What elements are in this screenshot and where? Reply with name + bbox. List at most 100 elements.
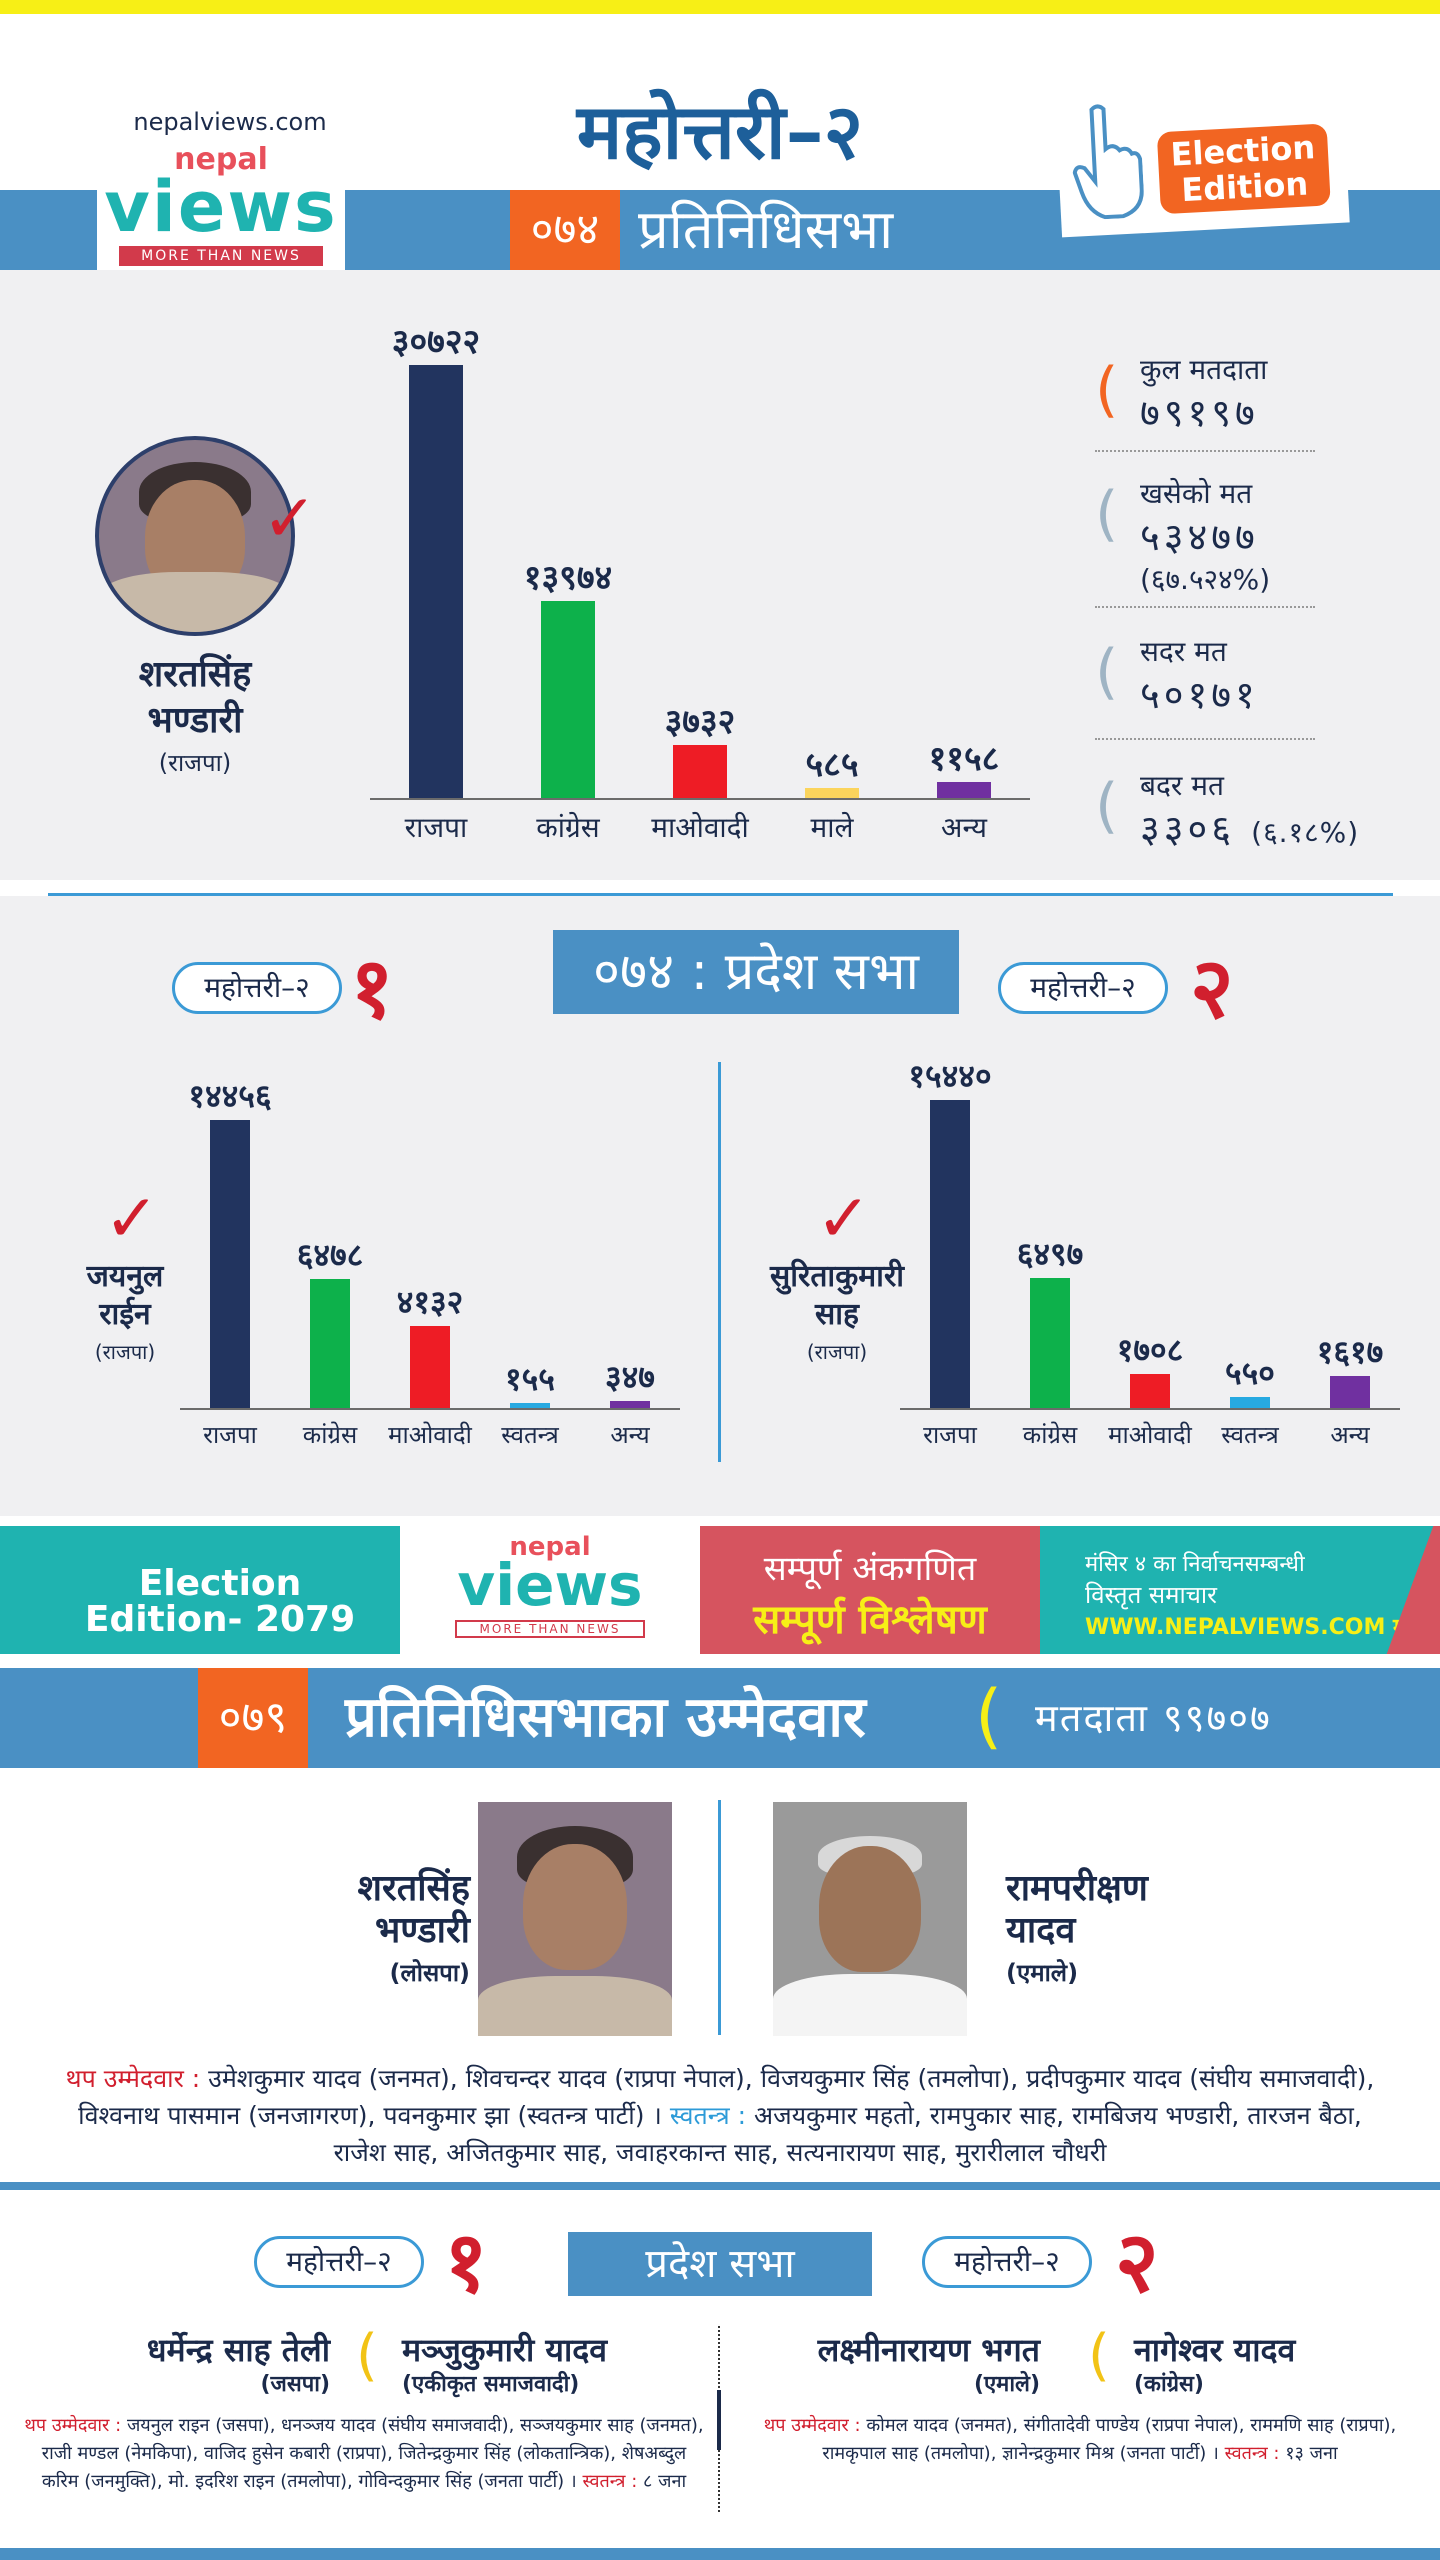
chart-category-label: अन्य bbox=[941, 811, 987, 844]
chart-category-label: कांग्रेस bbox=[302, 1421, 358, 1449]
cand-079-left-party: (लोसपा) bbox=[389, 1959, 471, 1987]
chart-value-label: ३०७२२ bbox=[391, 322, 481, 362]
chart-value-label: ६४७८ bbox=[296, 1235, 364, 1274]
chart-bar bbox=[1030, 1278, 1070, 1408]
chart-bar bbox=[937, 781, 991, 798]
stat-value: ५०१७१ bbox=[1140, 673, 1259, 717]
winner-name: शरतसिंह भण्डारी bbox=[90, 652, 300, 744]
chart-category-label: स्वतन्त्र bbox=[1221, 1421, 1279, 1449]
chart-bar bbox=[409, 365, 463, 798]
stat-label: सदर मत bbox=[1140, 635, 1227, 668]
independent-label: स्वतन्त्र : bbox=[1224, 2443, 1280, 2464]
prov-winner-1-line1: जयनुल bbox=[86, 1259, 164, 1294]
prov-winner-1: जयनुल राईन bbox=[50, 1258, 200, 1334]
prov-winner-1-party: (राजपा) bbox=[94, 1340, 156, 1364]
promo-website-link[interactable]: WWW.NEPALVIEWS.COM मा bbox=[1085, 1615, 1412, 1640]
chart-axis bbox=[370, 798, 1030, 800]
chart-bar bbox=[1330, 1375, 1370, 1408]
chart-value-label: १६१७ bbox=[1316, 1332, 1384, 1371]
promo-right-text: मंसिर ४ का निर्वाचनसम्बन्धी विस्तृत समाच… bbox=[1085, 1548, 1415, 1641]
prov-winner-2-line1: सुरिताकुमारी bbox=[770, 1259, 904, 1294]
stat-paren-icon: ( bbox=[1095, 771, 1119, 841]
chart-value-label: ५८५ bbox=[805, 745, 859, 785]
promo-banner[interactable]: Election Edition- 2079 nepal views MORE … bbox=[0, 1526, 1440, 1654]
chart-bar bbox=[1230, 1397, 1270, 1408]
cand-079-right-name: रामपरीक्षण यादव (एमाले) bbox=[1006, 1868, 1226, 1994]
chart-bar bbox=[805, 788, 859, 798]
chart-bar bbox=[610, 1401, 650, 1408]
winner-party: (राजपा) bbox=[158, 749, 232, 777]
chart-value-label: ४१३२ bbox=[396, 1282, 464, 1321]
constituency-pill-1: महोत्तरी–२ bbox=[172, 962, 342, 1014]
cand-079-right-line2: यादव bbox=[1006, 1910, 1076, 1951]
prov-079-r-cand2-party: (कांग्रेस) bbox=[1134, 2372, 1204, 2397]
winner-photo-sharatsingh bbox=[95, 436, 295, 636]
paren-icon: ( bbox=[975, 1675, 1003, 1757]
constituency-number-2: २ bbox=[1190, 939, 1234, 1037]
promo-right-line2: विस्तृत समाचार bbox=[1085, 1581, 1217, 1609]
chart-category-label: माओवादी bbox=[388, 1421, 472, 1449]
cand-079-extra-list: थप उम्मेदवार : उमेशकुमार यादव (जनमत), शि… bbox=[60, 2060, 1380, 2171]
extra-text: जयनुल राइन (जसपा), धनञ्जय यादव (संघीय सम… bbox=[41, 2415, 704, 2492]
chart-value-label: १३९७४ bbox=[523, 558, 613, 599]
extra-text: उमेशकुमार यादव (जनमत), शिवचन्दर यादव (रा… bbox=[78, 2064, 1375, 2130]
chart-category-label: राजपा bbox=[203, 1421, 257, 1449]
stat-paren-icon: ( bbox=[1095, 479, 1119, 549]
promo-logo-tagline: MORE THAN NEWS bbox=[455, 1620, 645, 1638]
chart-category-label: माले bbox=[810, 811, 854, 844]
prov-079-l-cand1-party: (जसपा) bbox=[260, 2372, 331, 2397]
house-label: प्रतिनिधिसभा bbox=[638, 198, 894, 261]
prov-winner-2-line2: साह bbox=[815, 1297, 859, 1332]
constituency-number-1: १ bbox=[350, 939, 394, 1037]
nepalviews-logo[interactable]: nepal views MORE THAN NEWS bbox=[97, 142, 345, 272]
stat-label: कुल मतदाता bbox=[1140, 353, 1268, 386]
chart-category-label: कांग्रेस bbox=[1022, 1421, 1078, 1449]
winner-name-line1: शरतसिंह bbox=[138, 654, 252, 695]
promo-logo: nepal views MORE THAN NEWS bbox=[400, 1526, 700, 1654]
election-edition-card: Election Edition bbox=[1054, 72, 1350, 238]
page-title: महोत्तरी–२ bbox=[576, 87, 864, 176]
chart-bar bbox=[210, 1119, 250, 1408]
stat-value-main: ३३०६ bbox=[1140, 807, 1236, 851]
promo-line1: सम्पूर्ण अंकगणित bbox=[763, 1549, 977, 1589]
prov-079-divider-accent bbox=[717, 2390, 721, 2450]
site-url[interactable]: nepalviews.com bbox=[133, 108, 327, 136]
prov-winner-2: सुरिताकुमारी साह bbox=[742, 1258, 932, 1334]
chart-category-label: अन्य bbox=[610, 1421, 650, 1449]
prov-079-pill-1: महोत्तरी–२ bbox=[254, 2236, 424, 2288]
prov-079-l-extra: थप उम्मेदवार : जयनुल राइन (जसपा), धनञ्जय… bbox=[24, 2412, 704, 2496]
chart-bar bbox=[930, 1100, 970, 1408]
section-divider bbox=[48, 893, 1393, 896]
cand-079-divider bbox=[718, 1800, 721, 2035]
paren-icon: ( bbox=[1088, 2323, 1110, 2388]
stat-paren-icon: ( bbox=[1095, 355, 1119, 425]
prov-074-divider bbox=[718, 1062, 721, 1462]
chart-value-label: १७०८ bbox=[1116, 1330, 1184, 1369]
prov-079-l-cand1: धर्मेन्द्र साह तेली bbox=[146, 2331, 330, 2369]
chart-axis bbox=[180, 1408, 680, 1410]
cand-079-left-photo bbox=[478, 1802, 672, 2036]
stat-sub: (६७.५२४%) bbox=[1140, 563, 1271, 596]
chart-category-label: अन्य bbox=[1330, 1421, 1370, 1449]
cand-079-right-photo bbox=[773, 1802, 967, 2036]
stat-value: ५३४७७ bbox=[1140, 515, 1259, 559]
prov-074-chart-1: १४४५६ राजपा ६४७८ कांग्रेस ४१३२ माओवादी १५५ स्वत… bbox=[180, 1040, 680, 1460]
cand-079-left-line1: शरतसिंह bbox=[357, 1868, 470, 1909]
logo-nepal-text: nepal bbox=[174, 142, 268, 177]
constituency-pill-2: महोत्तरी–२ bbox=[998, 962, 1168, 1014]
extra-label: थप उम्मेदवार : bbox=[24, 2415, 122, 2436]
promo-edition-text: Election Edition- 2079 bbox=[84, 1563, 356, 1640]
independent-text: ८ जना bbox=[643, 2471, 687, 2492]
winner-check-icon: ✓ bbox=[262, 480, 318, 557]
top-yellow-bar bbox=[0, 0, 1440, 14]
chart-value-label: ११५८ bbox=[928, 738, 1000, 779]
stat-label: खसेको मत bbox=[1140, 477, 1253, 510]
year-badge-079: ०७९ bbox=[198, 1668, 308, 1768]
prov-079-r-extra: थप उम्मेदवार : कोमल यादव (जनमत), संगीताद… bbox=[760, 2412, 1400, 2468]
winner-check-icon: ✓ bbox=[816, 1180, 872, 1257]
chart-bar bbox=[310, 1278, 350, 1408]
logo-tagline: MORE THAN NEWS bbox=[119, 246, 323, 266]
cand-079-left-name: शरतसिंह भण्डारी (लोसपा) bbox=[290, 1868, 470, 1994]
independent-label: स्वतन्त्र : bbox=[582, 2471, 638, 2492]
logo-views-text: views bbox=[104, 166, 338, 248]
